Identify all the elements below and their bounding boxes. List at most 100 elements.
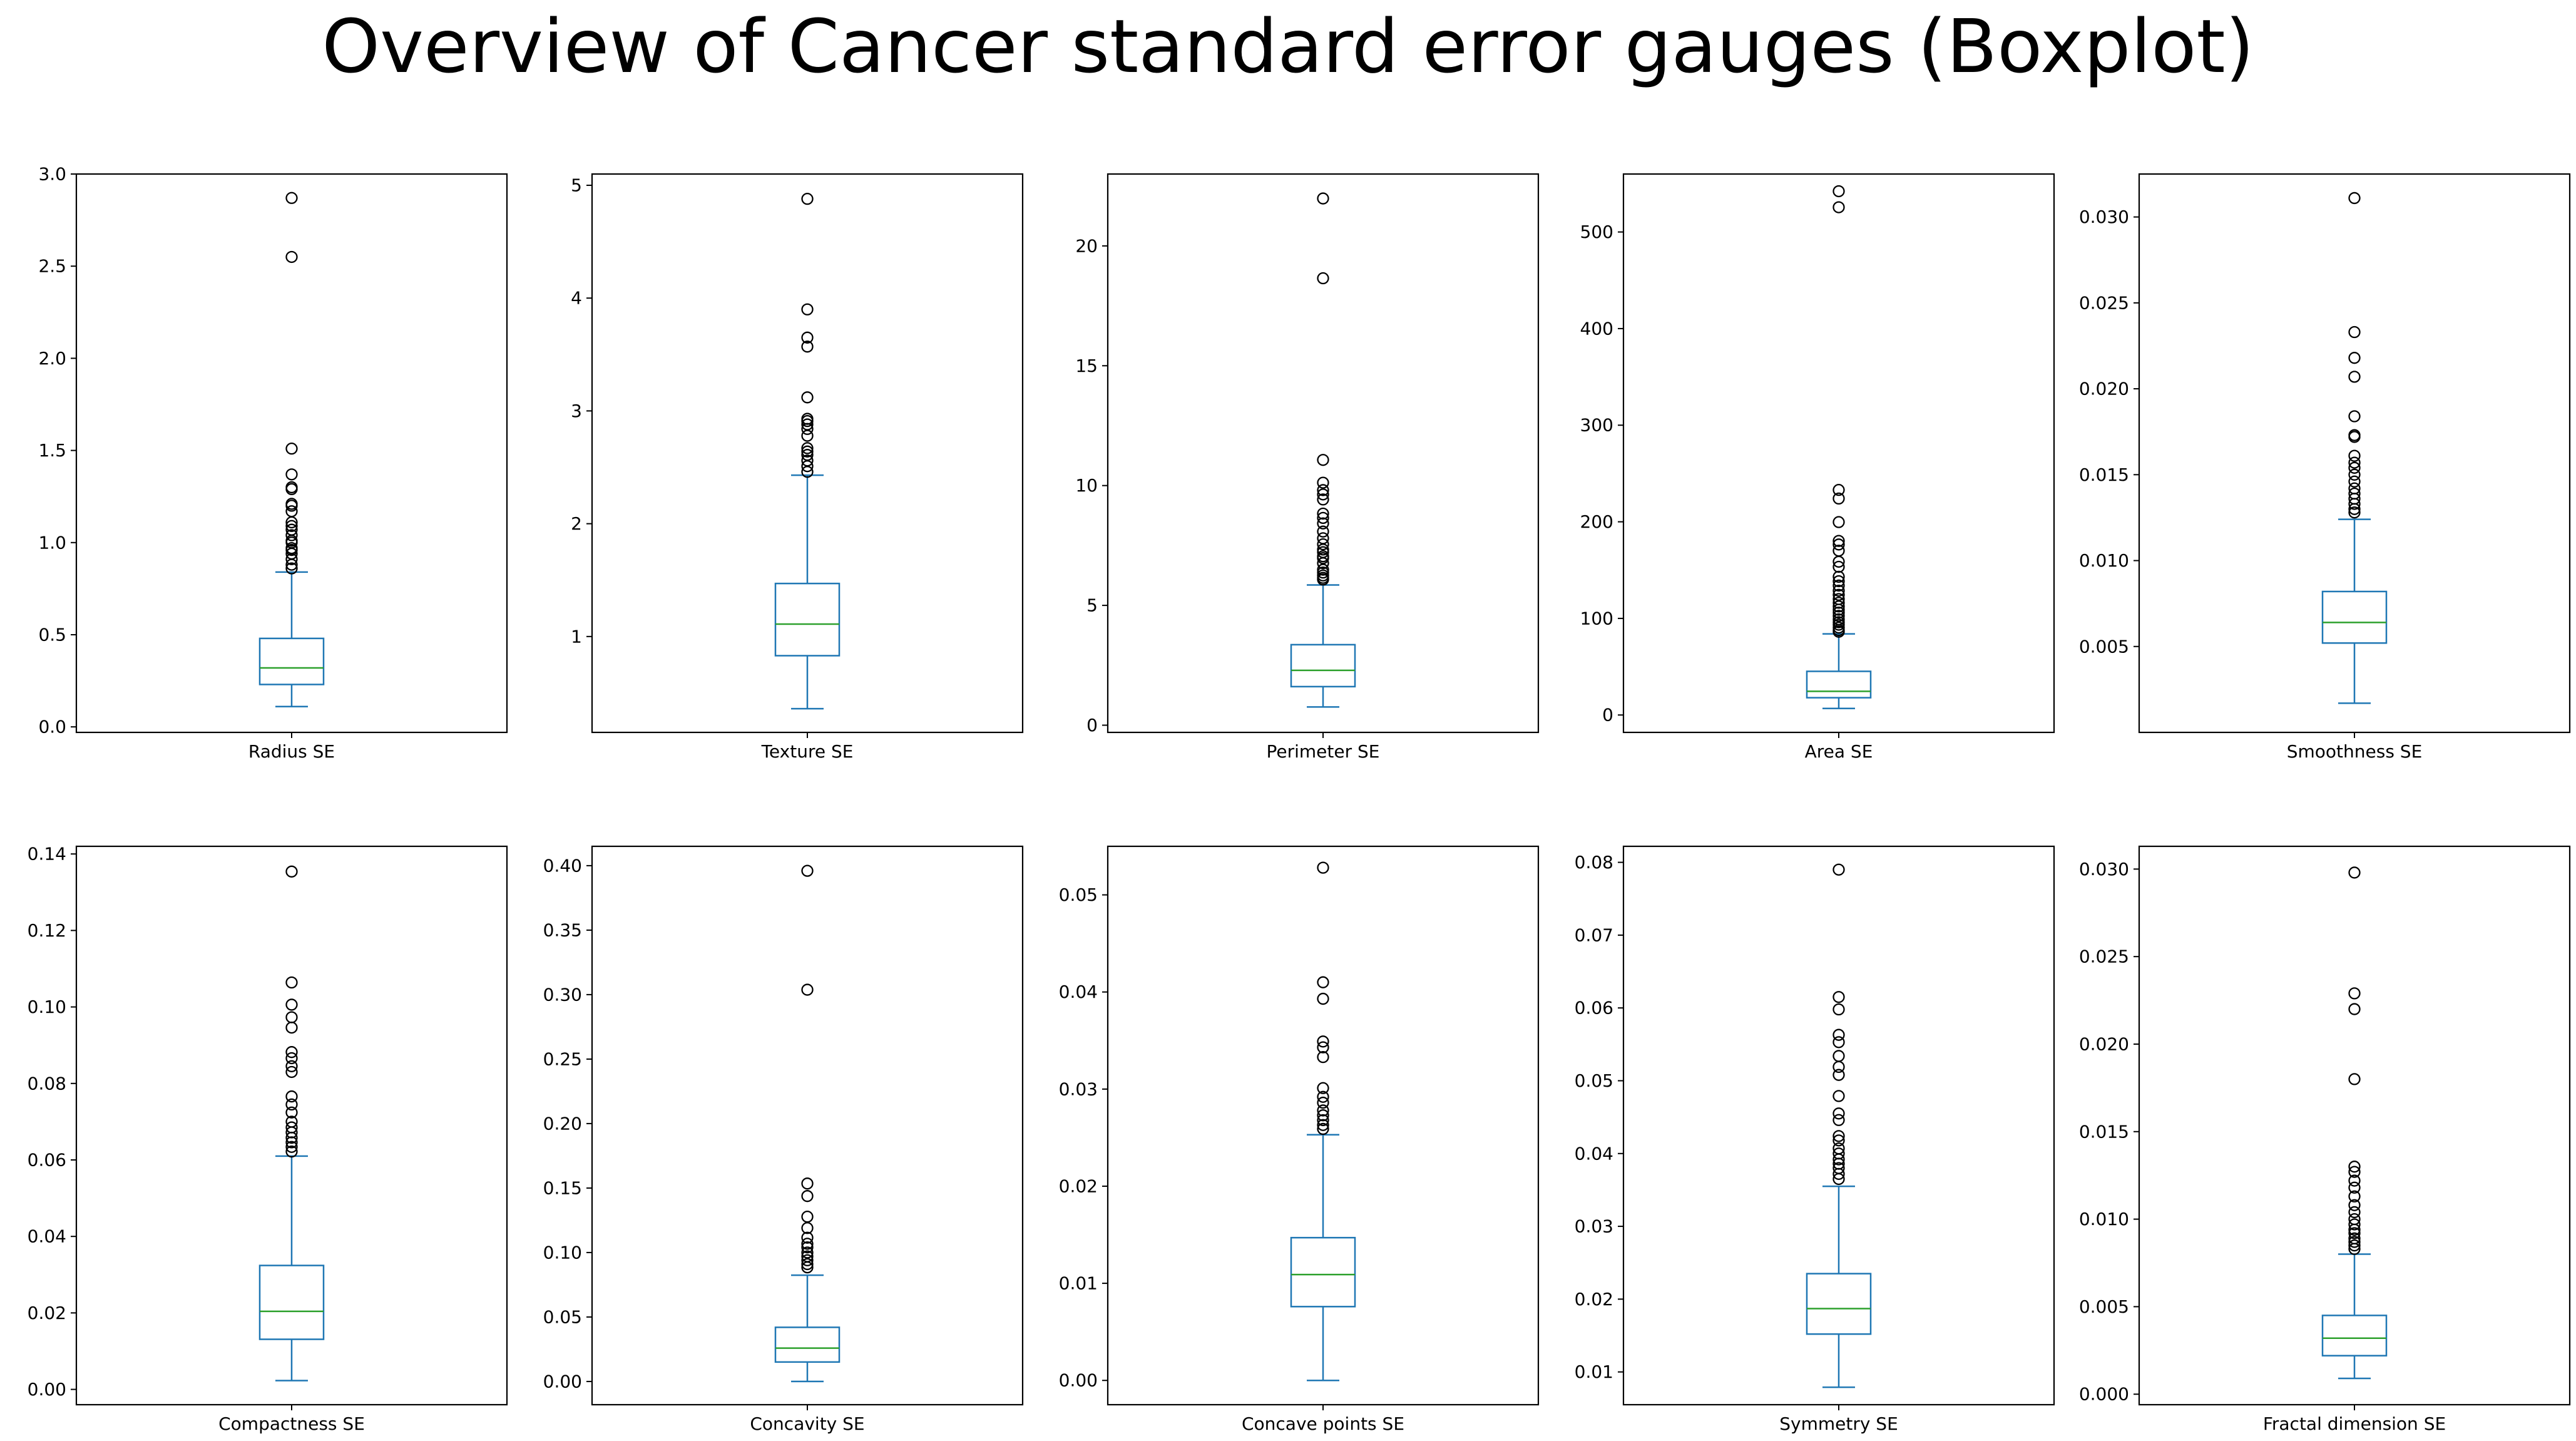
outlier-point (1317, 573, 1329, 586)
boxplot-panel: 1 2 3 4 5 Texture SE (571, 173, 1024, 762)
y-tick-label: 0.15 (543, 1177, 582, 1198)
outlier-point (285, 250, 298, 264)
y-tick-label: 0.20 (543, 1113, 582, 1134)
iqr-box (774, 1326, 841, 1363)
outlier-point (2348, 352, 2361, 364)
iqr-box (1290, 1236, 1356, 1308)
outlier-point (801, 1190, 814, 1203)
outlier-point (2348, 1236, 2361, 1248)
y-tick-label: 0.02 (28, 1303, 66, 1323)
y-tick-label: 0.04 (1059, 982, 1098, 1002)
outlier-point (801, 1246, 814, 1259)
outlier-point (1317, 1109, 1329, 1122)
y-tick-label: 2.5 (38, 256, 66, 277)
outlier-point (1317, 488, 1329, 501)
y-tick-label: 0.40 (543, 855, 582, 876)
outlier-point (801, 414, 814, 428)
outlier-point (801, 466, 814, 478)
y-tick-label: 0.020 (2079, 379, 2129, 399)
outlier-point (2348, 475, 2361, 488)
x-tick-label: Symmetry SE (1779, 1413, 1898, 1434)
outlier-point (1832, 555, 1845, 568)
outlier-point (1317, 567, 1329, 579)
y-tick-label: 4 (571, 288, 582, 309)
y-tick-label: 0.05 (543, 1306, 582, 1327)
outlier-point (285, 1136, 298, 1149)
outlier-point (1832, 538, 1845, 551)
iqr-box (1290, 644, 1356, 688)
outlier-point (1832, 1167, 1845, 1180)
y-tick-label: 0.015 (2079, 464, 2129, 485)
y-tick-label: 1.5 (38, 440, 66, 461)
outlier-point (801, 1261, 814, 1274)
outlier-point (2348, 987, 2361, 1000)
y-tick-label: 500 (1580, 222, 1613, 242)
y-tick-label: 1.0 (38, 532, 66, 553)
outlier-point (285, 1145, 298, 1158)
y-tick-label: 0.06 (28, 1149, 66, 1170)
y-tick-label: 15 (1075, 356, 1098, 376)
outlier-point (1832, 606, 1845, 619)
boxplot-panel: 0.0 0.5 1.0 1.5 2.0 2.5 3.0 Radius SE (38, 164, 508, 762)
y-tick-label: 0.03 (1059, 1079, 1098, 1099)
outlier-point (2348, 1073, 2361, 1085)
outlier-point (285, 543, 298, 556)
outlier-point (285, 192, 298, 204)
boxplot-panel: 0 100 200 300 400 500 Area SE (1580, 173, 2055, 762)
outlier-point (1832, 1107, 1845, 1120)
y-tick-label: 0.025 (2079, 292, 2129, 313)
y-tick-label: 0.005 (2079, 636, 2129, 657)
x-tick-label: Concavity SE (750, 1413, 864, 1434)
outlier-point (1832, 610, 1845, 622)
outlier-point (285, 1106, 298, 1119)
boxplot-panel: 0 5 10 15 20 Perimeter SE (1075, 173, 1540, 762)
iqr-box (258, 1264, 325, 1340)
outlier-point (1832, 600, 1845, 613)
y-tick-label: 0 (1602, 705, 1613, 726)
x-tick-label: Perimeter SE (1267, 741, 1380, 762)
outlier-point (2348, 1161, 2361, 1173)
outlier-point (1317, 538, 1329, 551)
y-tick-label: 0.01 (1575, 1362, 1613, 1382)
outlier-point (1832, 579, 1845, 592)
y-tick-label: 0.025 (2079, 946, 2129, 967)
y-tick-label: 0.020 (2079, 1033, 2129, 1054)
outlier-point (285, 1052, 298, 1065)
y-tick-label: 0.030 (2079, 207, 2129, 227)
x-tick-label: Radius SE (248, 741, 335, 762)
outlier-point (1832, 625, 1845, 638)
outlier-point (1317, 1050, 1329, 1064)
outlier-point (1832, 483, 1845, 496)
figure-title: Overview of Cancer standard error gauges… (322, 3, 2254, 90)
y-tick-label: 0.010 (2079, 1209, 2129, 1229)
outlier-point (1832, 1050, 1845, 1062)
axes-frame (75, 845, 508, 1406)
outlier-point (1317, 1114, 1329, 1127)
y-tick-label: 0.05 (1575, 1070, 1613, 1091)
outlier-point (1832, 1114, 1845, 1126)
outlier-point (285, 442, 298, 455)
y-tick-label: 0 (1086, 715, 1098, 736)
outlier-point (1317, 1041, 1329, 1054)
outlier-point (1832, 618, 1845, 631)
y-tick-label: 2.0 (38, 348, 66, 369)
outlier-point (285, 1065, 298, 1079)
outlier-point (1317, 1122, 1329, 1136)
x-tick-label: Texture SE (761, 741, 854, 762)
y-tick-label: 0.04 (28, 1226, 66, 1247)
outlier-point (1832, 516, 1845, 528)
outlier-point (2348, 1174, 2361, 1187)
outlier-point (1317, 563, 1329, 576)
outlier-point (801, 460, 814, 473)
y-tick-label: 0.015 (2079, 1121, 2129, 1142)
outlier-point (2348, 1223, 2361, 1236)
outlier-point (2348, 461, 2361, 474)
y-tick-label: 200 (1580, 511, 1613, 532)
iqr-box (2321, 1315, 2388, 1356)
y-tick-label: 0.05 (1059, 885, 1098, 905)
x-tick-label: Fractal dimension SE (2263, 1413, 2446, 1434)
outlier-point (285, 1046, 298, 1059)
outlier-point (801, 864, 814, 877)
y-tick-label: 0.07 (1575, 925, 1613, 945)
outlier-point (2348, 1190, 2361, 1203)
